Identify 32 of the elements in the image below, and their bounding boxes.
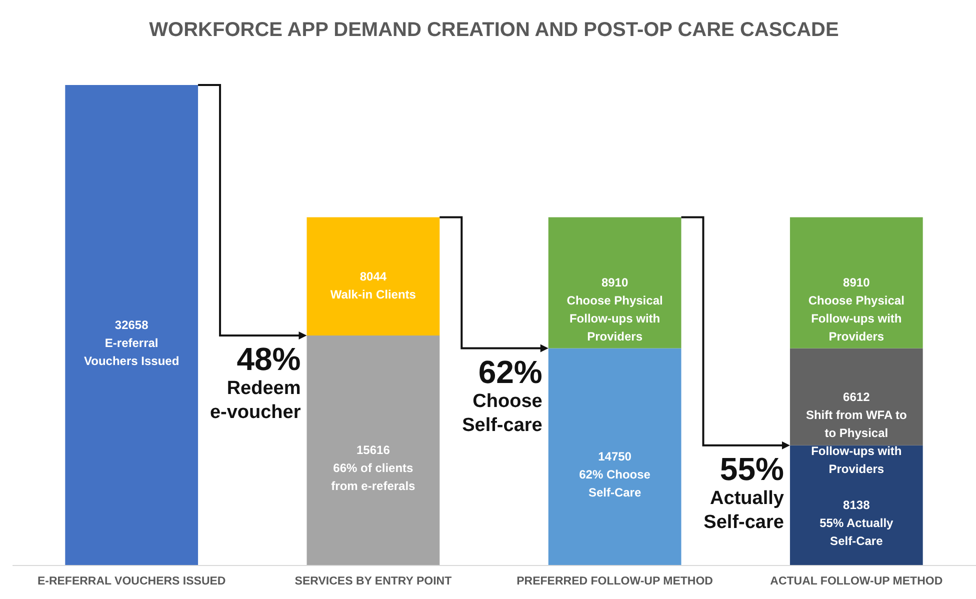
bar <box>790 348 923 446</box>
annotation: 62% Choose Self-care <box>461 354 542 438</box>
data-label: 8138 <box>843 498 870 512</box>
bar <box>548 348 682 565</box>
x-tick-label: SERVICES BY ENTRY POINT <box>294 576 452 588</box>
data-label: 14750 <box>598 450 632 464</box>
data-label: 15616 <box>356 443 390 458</box>
annotation: 55% Actually Self-care <box>702 451 784 536</box>
data-label: 8044 <box>360 269 387 284</box>
series-label: Choose Physical Follow-ups with Providers <box>566 294 663 344</box>
series-label: 55% Actually Self-Care <box>820 516 894 548</box>
series-label: Walk-in Clients <box>330 287 416 302</box>
series-label: E-referral Vouchers Issued <box>84 336 180 368</box>
data-label: 8910 <box>843 276 870 290</box>
bar <box>548 217 682 348</box>
bar <box>306 217 440 336</box>
x-tick-label: E-REFERRAL VOUCHERS ISSUED <box>37 576 226 588</box>
annotation: 48% Redeem e-voucher <box>208 341 301 426</box>
series-label: Shift from WFA to to Physical Follow-ups with Providers <box>806 408 907 476</box>
series-label: 62% Choose Self-Care <box>579 468 651 500</box>
x-tick-label: PREFERRED FOLLOW-UP METHOD <box>516 576 713 588</box>
x-tick-label: ACTUAL FOLLOW-UP METHOD <box>770 576 943 588</box>
text: Choose Physical Follow-ups with Providers <box>808 294 904 344</box>
data-label: 32658 <box>114 318 149 332</box>
data-label: 8910 <box>601 276 628 290</box>
bar <box>306 335 440 565</box>
bar <box>65 85 198 565</box>
bar <box>790 445 923 565</box>
bar <box>790 217 923 348</box>
series-label: 66% of clients from e-referals <box>331 461 416 494</box>
chart-title: WORKFORCE APP DEMAND CREATION AND POST-OP CARE CASCADE <box>149 19 839 41</box>
data-label: 6612 <box>843 390 870 404</box>
